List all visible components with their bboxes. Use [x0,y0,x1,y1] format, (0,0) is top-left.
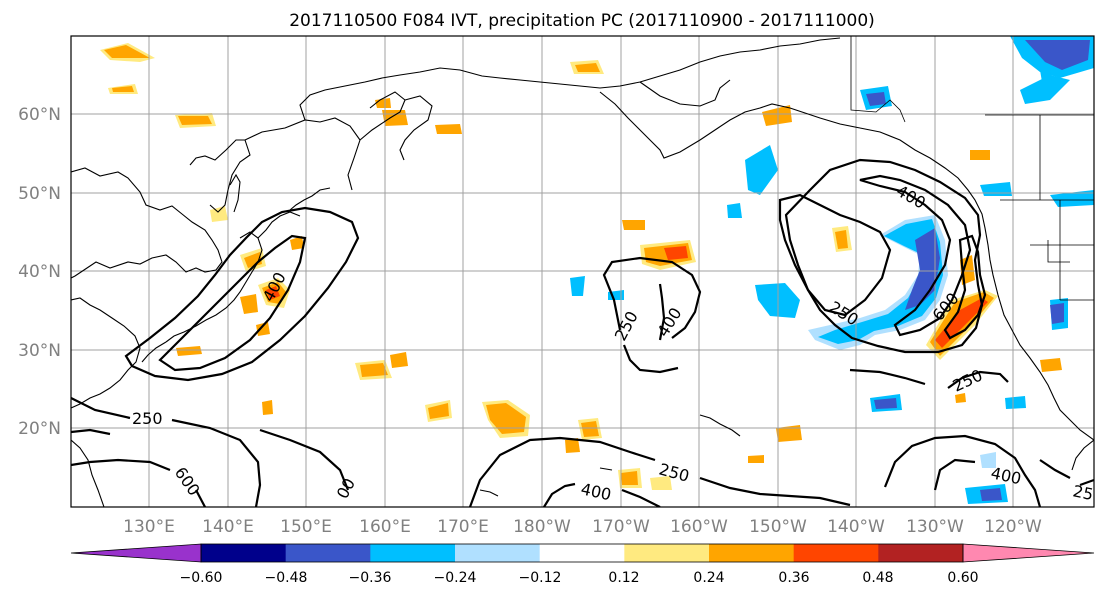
lon-label: 120°W [984,517,1042,537]
colorbar-tick-label: 0.36 [778,570,809,586]
map-content: 400 250 600 00 250 400 250 400 400 250 6… [71,36,1095,507]
lat-label: 40°N [18,262,61,282]
colorbar-segments [201,544,964,562]
colorbar-outline [200,543,964,563]
lon-label: 130°W [906,517,964,537]
lon-label: 150°E [280,517,332,537]
ivt-contours [71,158,1094,507]
political-borders [850,36,1094,301]
graticule [71,36,1094,507]
lat-label: 30°N [18,341,61,361]
colorbar-segment [201,544,287,562]
colorbar-ticks: −0.60 −0.48 −0.36 −0.24 −0.12 0.12 0.24 … [180,570,979,586]
colorbar-extend-low [70,543,202,563]
colorbar-segment [370,544,456,562]
lat-label: 20°N [18,419,61,439]
figure-title: 2017110500 F084 IVT, precipitation PC (2… [289,11,875,31]
lon-label: 170°E [437,517,489,537]
colorbar-tick-label: −0.12 [519,570,562,586]
lon-label: 140°W [827,517,885,537]
lon-label: 140°E [202,517,254,537]
lon-label: 180°W [513,517,571,537]
colorbar-segment [793,544,879,562]
lon-label: 160°W [670,517,728,537]
colorbar-segment [878,544,964,562]
colorbar-tick-label: 0.48 [862,570,893,586]
colorbar-tick-label: −0.24 [434,570,477,586]
colorbar-tick-label: −0.60 [180,570,223,586]
contour-label: 250 [132,409,163,428]
lon-label: 150°W [749,517,807,537]
contour-label: 25 [1071,481,1095,504]
colorbar-segment [455,544,541,562]
latitude-labels: 20°N 30°N 40°N 50°N 60°N [18,105,61,439]
lon-label: 160°E [359,517,411,537]
colorbar: −0.60 −0.48 −0.36 −0.24 −0.12 0.12 0.24 … [70,543,1095,586]
colorbar-tick-label: −0.36 [349,570,392,586]
lon-label: 130°E [123,517,175,537]
lat-label: 60°N [18,105,61,125]
colorbar-segment [285,544,371,562]
lat-label: 50°N [18,184,61,204]
longitude-labels: 130°E 140°E 150°E 160°E 170°E 180°W 170°… [123,517,1042,537]
colorbar-segment [624,544,710,562]
lon-label: 170°W [592,517,650,537]
colorbar-tick-label: 0.24 [693,570,724,586]
coastlines [71,37,1094,507]
colorbar-segment [709,544,795,562]
colorbar-segment [539,544,625,562]
colorbar-tick-label: −0.48 [265,570,308,586]
colorbar-tick-label: 0.60 [947,570,978,586]
colorbar-tick-label: 0.12 [608,570,639,586]
map-frame [70,35,1095,508]
colorbar-extend-high [962,543,1095,563]
